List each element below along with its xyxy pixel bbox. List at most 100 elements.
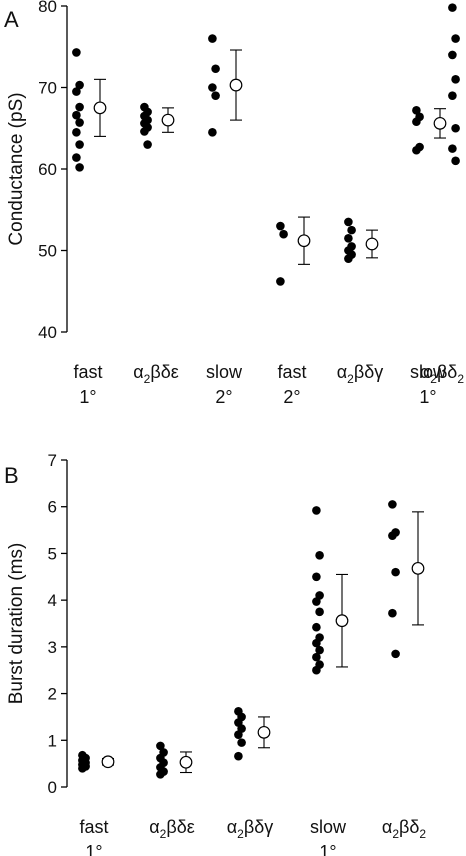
data-point <box>72 87 81 96</box>
data-point <box>237 738 246 747</box>
data-point <box>315 645 324 655</box>
category-group: slow 2° <box>206 34 243 407</box>
y-tick-label: 70 <box>38 79 57 98</box>
data-point <box>72 128 81 137</box>
category-label: 1° <box>319 842 336 856</box>
y-tick-label: 4 <box>48 591 57 610</box>
subscript: 2 <box>144 372 151 386</box>
data-point <box>78 764 87 773</box>
category-label: slow <box>206 362 243 382</box>
y-tick-label: 60 <box>38 160 57 179</box>
category-group: α2βδε <box>149 741 195 841</box>
subscript: 2 <box>347 372 354 386</box>
data-point <box>412 145 421 155</box>
data-point <box>312 597 321 606</box>
data-point <box>388 500 397 509</box>
category-label: α2βδ2 <box>420 362 464 386</box>
subscript: 2 <box>237 827 244 841</box>
data-point <box>312 622 321 632</box>
category-label: α2βδ2 <box>382 817 426 841</box>
data-point <box>388 608 397 618</box>
data-point <box>315 607 324 617</box>
data-point <box>75 140 84 149</box>
data-point <box>208 34 217 43</box>
mean-marker <box>229 78 243 92</box>
data-point <box>75 163 84 172</box>
data-point <box>211 64 220 74</box>
data-point <box>234 730 243 739</box>
category-label: slow <box>310 817 347 837</box>
greek-part: βδ <box>437 362 457 382</box>
data-point <box>312 652 321 662</box>
mean-marker <box>101 755 115 769</box>
data-point <box>448 91 457 100</box>
data-point <box>448 50 457 60</box>
category-label: 1° <box>419 387 436 407</box>
greek-part: α <box>337 362 347 382</box>
greek-part: βδγ <box>244 817 273 837</box>
data-point <box>344 233 353 243</box>
category-label: 1° <box>79 387 96 407</box>
category-group: fast 2° <box>276 216 311 407</box>
data-point <box>276 221 285 231</box>
greek-part: α <box>420 362 430 382</box>
data-point <box>391 567 400 577</box>
greek-part: α <box>382 817 392 837</box>
y-tick-label: 1 <box>48 731 57 750</box>
mean-marker <box>161 113 175 127</box>
category-label: 2° <box>283 387 300 407</box>
category-label: α2βδε <box>133 362 179 386</box>
mean-marker <box>297 234 311 248</box>
data-point <box>391 649 400 659</box>
data-point <box>208 83 217 92</box>
data-point <box>451 156 460 166</box>
category-label: fast <box>73 362 102 382</box>
data-point <box>208 128 217 137</box>
data-point <box>448 144 457 153</box>
y-tick-label: 2 <box>48 685 57 704</box>
mean-marker <box>335 614 349 628</box>
y-tick-label: 80 <box>38 0 57 16</box>
category-group: α2βδε <box>133 102 179 386</box>
category-label: α2βδγ <box>227 817 273 841</box>
data-point <box>143 140 152 149</box>
data-point <box>412 117 421 127</box>
mean-marker <box>93 101 107 115</box>
data-point <box>451 34 460 43</box>
category-label: α2βδε <box>149 817 195 841</box>
category-group: α2βδγ <box>227 707 273 841</box>
data-point <box>312 572 321 582</box>
panel-letter: A <box>4 7 19 32</box>
data-point <box>279 229 288 239</box>
mean-marker <box>257 725 271 739</box>
data-point <box>312 506 321 515</box>
y-tick-label: 7 <box>48 451 57 470</box>
data-point <box>312 638 321 648</box>
data-point <box>75 118 84 127</box>
category-label: fast <box>79 817 108 837</box>
y-tick-label: 5 <box>48 544 57 563</box>
mean-marker <box>179 755 193 769</box>
data-point <box>72 153 81 162</box>
subscript: 2 <box>419 827 426 841</box>
greek-part: α <box>227 817 237 837</box>
subscript: 2 <box>160 827 167 841</box>
y-tick-label: 6 <box>48 498 57 517</box>
greek-part: βδε <box>166 817 194 837</box>
data-point <box>344 254 353 263</box>
category-group: α2βδ2 <box>420 3 464 386</box>
category-group: slow 1° <box>310 506 349 856</box>
greek-part: βδ <box>399 817 419 837</box>
y-tick-label: 50 <box>38 242 57 261</box>
data-point <box>140 127 149 136</box>
subscript: 2 <box>430 372 437 386</box>
data-point <box>388 531 397 540</box>
panel-letter: B <box>4 463 19 488</box>
data-point <box>448 3 457 12</box>
data-point <box>75 80 84 90</box>
greek-part: βδε <box>150 362 178 382</box>
y-axis-label: Burst duration (ms) <box>6 543 27 705</box>
data-point <box>211 91 220 100</box>
